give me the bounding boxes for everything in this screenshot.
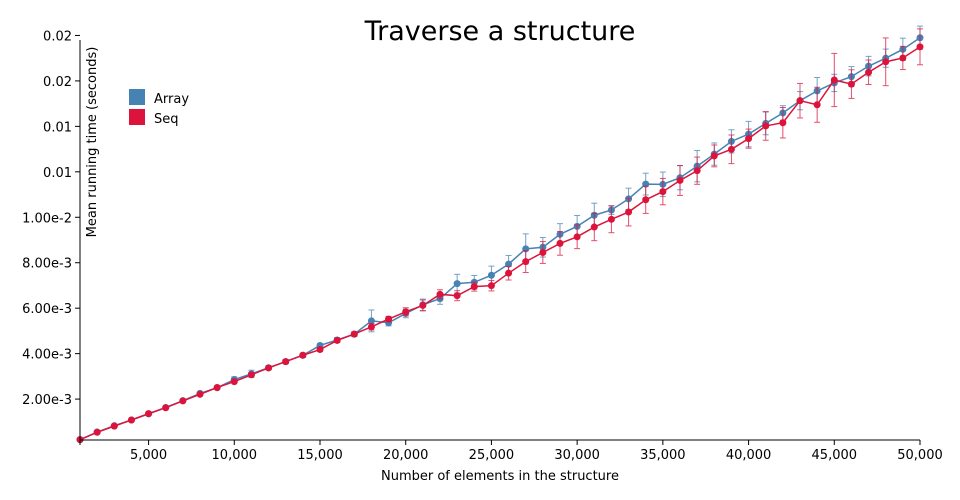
data-point	[350, 330, 358, 338]
data-point	[453, 280, 461, 288]
y-tick-label: 1.00e-2	[22, 211, 72, 226]
data-point	[830, 76, 838, 84]
data-point	[779, 119, 787, 127]
y-tick-label: 4.00e-3	[22, 348, 72, 363]
series-line-array	[79, 37, 921, 441]
data-point	[607, 215, 615, 223]
data-point	[265, 364, 273, 372]
data-point	[899, 54, 907, 62]
y-tick-label: 2.00e-3	[22, 393, 72, 408]
data-point	[659, 188, 667, 196]
series-array	[76, 25, 924, 444]
x-tick-label: 50,000	[897, 448, 943, 463]
data-point	[316, 346, 324, 354]
data-point	[556, 239, 564, 247]
y-axis-label: Mean running time (seconds)	[85, 47, 100, 238]
x-tick-label: 40,000	[726, 448, 772, 463]
data-point	[162, 404, 170, 412]
x-tick-label: 20,000	[383, 448, 429, 463]
y-tick-label: 0.02	[43, 29, 72, 44]
y-tick-label: 0.01	[43, 166, 72, 181]
data-point	[196, 390, 204, 398]
y-tick-label: 0.02	[43, 75, 72, 90]
data-point	[813, 101, 821, 109]
legend: Array Seq	[129, 89, 189, 127]
data-point	[179, 397, 187, 405]
legend-swatch-array	[129, 89, 145, 105]
x-tick-label: 5,000	[130, 448, 167, 463]
x-tick-label: 25,000	[469, 448, 515, 463]
x-axis-ticks: 5,000 10,000 15,000 20,000 25,000 30,000 35,00…	[79, 440, 943, 463]
data-point	[282, 358, 290, 366]
x-tick-label: 35,000	[640, 448, 686, 463]
data-point	[745, 135, 753, 143]
data-point	[436, 290, 444, 298]
legend-swatch-seq	[129, 109, 145, 125]
data-point	[110, 422, 118, 430]
data-point	[487, 271, 495, 279]
data-point	[470, 283, 478, 291]
error-bars-array	[77, 25, 923, 441]
x-tick-label: 15,000	[297, 448, 343, 463]
data-point	[762, 122, 770, 130]
data-point	[865, 68, 873, 76]
data-point	[522, 258, 530, 266]
y-tick-label: 8.00e-3	[22, 257, 72, 272]
data-point	[247, 371, 255, 379]
data-point	[213, 384, 221, 391]
data-point	[487, 282, 495, 290]
data-point	[539, 249, 547, 256]
data-point	[505, 269, 513, 277]
data-point	[453, 292, 461, 300]
data-point	[299, 351, 307, 359]
data-point	[367, 317, 375, 325]
data-point	[676, 176, 684, 184]
series-seq	[76, 28, 924, 444]
data-point	[333, 336, 341, 344]
y-tick-label: 6.00e-3	[22, 302, 72, 317]
data-point	[710, 152, 718, 160]
data-point	[916, 43, 924, 51]
x-tick-label: 30,000	[554, 448, 600, 463]
data-point	[127, 416, 135, 424]
error-bars-seq	[77, 28, 923, 441]
x-axis-label: Number of elements in the structure	[381, 469, 619, 484]
data-point	[625, 208, 633, 216]
data-point	[847, 80, 855, 88]
data-point	[796, 97, 804, 105]
data-point	[882, 58, 890, 66]
x-tick-label: 45,000	[812, 448, 858, 463]
data-point	[419, 301, 427, 309]
plot-area	[76, 25, 924, 444]
x-tick-label: 10,000	[212, 448, 258, 463]
chart-title: Traverse a structure	[364, 16, 636, 47]
data-point	[693, 167, 701, 175]
data-point	[505, 260, 513, 268]
data-point	[402, 308, 410, 316]
legend-label-seq: Seq	[154, 112, 179, 127]
data-point	[230, 378, 238, 386]
y-axis-ticks: 2.00e-3 4.00e-3 6.00e-3 8.00e-3 1.00e-2 0.01 0…	[22, 29, 80, 408]
data-point	[367, 323, 375, 331]
legend-label-array: Array	[154, 92, 189, 107]
data-point	[590, 223, 598, 231]
data-point	[642, 196, 650, 204]
data-point	[727, 145, 735, 153]
data-point	[93, 428, 101, 436]
y-tick-label: 0.01	[43, 120, 72, 135]
data-point	[385, 315, 393, 323]
data-point	[573, 233, 581, 241]
data-point	[145, 410, 153, 418]
